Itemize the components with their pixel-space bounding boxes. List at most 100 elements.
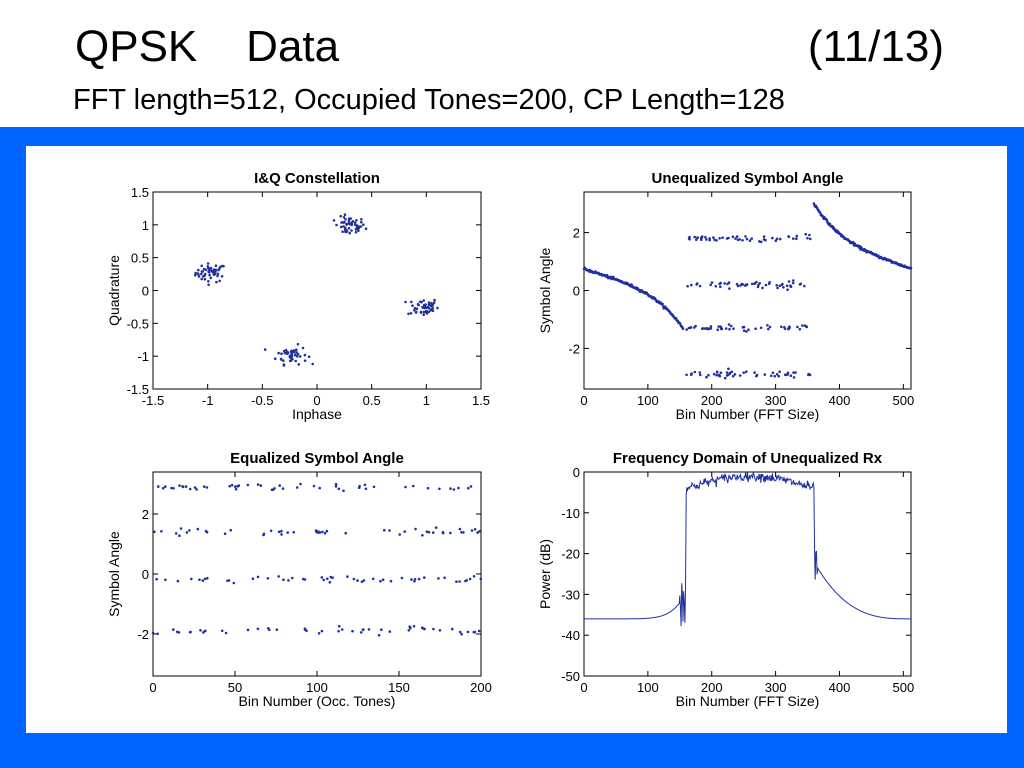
constellation-point [430,304,434,308]
symbol-point [320,576,324,579]
symbol-point [425,530,429,533]
symbol-point [413,580,416,583]
symbol-point [778,237,782,241]
constellation-point [430,308,433,311]
constellation-point [344,226,347,230]
symbol-point [727,323,731,326]
x-tick-label: 100 [637,680,659,695]
symbol-point [796,325,799,329]
symbol-point [377,633,381,637]
symbol-point [426,486,430,490]
symbol-point [775,373,779,376]
constellation-point [282,359,285,362]
symbol-point [269,529,273,533]
symbol-point [316,530,319,533]
constellation-point [263,348,267,351]
symbol-point [709,283,712,287]
symbol-point [745,237,749,241]
symbol-point [278,484,281,487]
symbol-point [360,580,364,583]
symbol-point [769,374,773,378]
symbol-point [700,237,703,240]
symbol-point [286,531,290,534]
constellation-point [407,312,410,316]
symbol-point [423,627,426,631]
constellation-point [200,270,204,273]
symbol-point [709,325,713,328]
symbol-point [323,531,327,535]
y-tick-label: 0 [142,567,149,582]
symbol-point [427,530,431,534]
symbol-point [438,487,441,491]
constellation-point [216,272,220,276]
symbol-point [367,628,371,631]
symbol-point [181,485,184,488]
symbol-point [689,326,692,330]
x-tick-label: 0 [149,680,156,695]
x-tick-label: 500 [892,393,914,408]
x-axis-label: Inphase [292,406,342,422]
symbol-point [195,488,198,491]
constellation-point [420,300,423,304]
symbol-point [710,281,714,284]
symbol-point [256,575,260,579]
constellation-point [296,342,300,346]
symbol-point [764,283,768,287]
symbol-point [470,529,474,532]
symbol-point [759,240,763,244]
symbol-point [785,284,789,287]
constellation-point [341,221,345,224]
symbol-point [460,531,463,534]
symbol-point [351,629,354,633]
symbol-point [707,373,710,377]
symbol-point [322,578,326,582]
symbol-point [318,486,322,490]
symbol-point [742,325,746,329]
constellation-point [292,349,296,353]
slide-page-counter: (11/13) [807,22,944,71]
constellation-point [294,359,298,363]
symbol-point [768,325,772,329]
constellation-point [197,268,200,272]
plot-frame [583,191,912,390]
symbol-point [771,236,774,240]
y-axis-label: Power (dB) [537,539,553,609]
constellation-point [200,277,203,281]
symbol-point [328,581,332,584]
symbol-point [745,283,748,286]
constellation-point [297,363,301,366]
symbol-point [318,531,322,534]
constellation-point [347,217,351,220]
symbol-point [696,236,699,240]
constellation-point [417,303,420,307]
symbol-point [750,237,753,240]
symbol-point [172,487,175,490]
symbol-point [176,579,180,583]
constellation-point [345,230,349,233]
symbol-point [712,372,716,376]
symbol-point [157,485,160,488]
symbol-point [407,629,411,632]
symbol-point [432,627,435,631]
symbol-point [299,482,302,486]
symbol-point [184,485,188,488]
symbol-point [280,533,283,536]
symbol-point [725,371,729,374]
symbol-point [685,373,688,377]
constellation-point [218,279,221,283]
constellation-point [282,364,286,367]
symbol-point [721,236,724,239]
symbol-point [801,324,804,327]
symbol-point [788,326,791,330]
symbol-point [458,527,462,531]
constellation-point [216,274,219,278]
constellation-point [345,222,348,226]
symbol-point [693,235,696,239]
constellation-point [296,355,299,358]
guard-point [834,228,837,232]
constellation-point [214,270,217,273]
constellation-point [197,275,201,278]
y-tick-label: 2 [142,507,149,522]
symbol-point [742,329,746,332]
symbol-point [281,487,285,490]
